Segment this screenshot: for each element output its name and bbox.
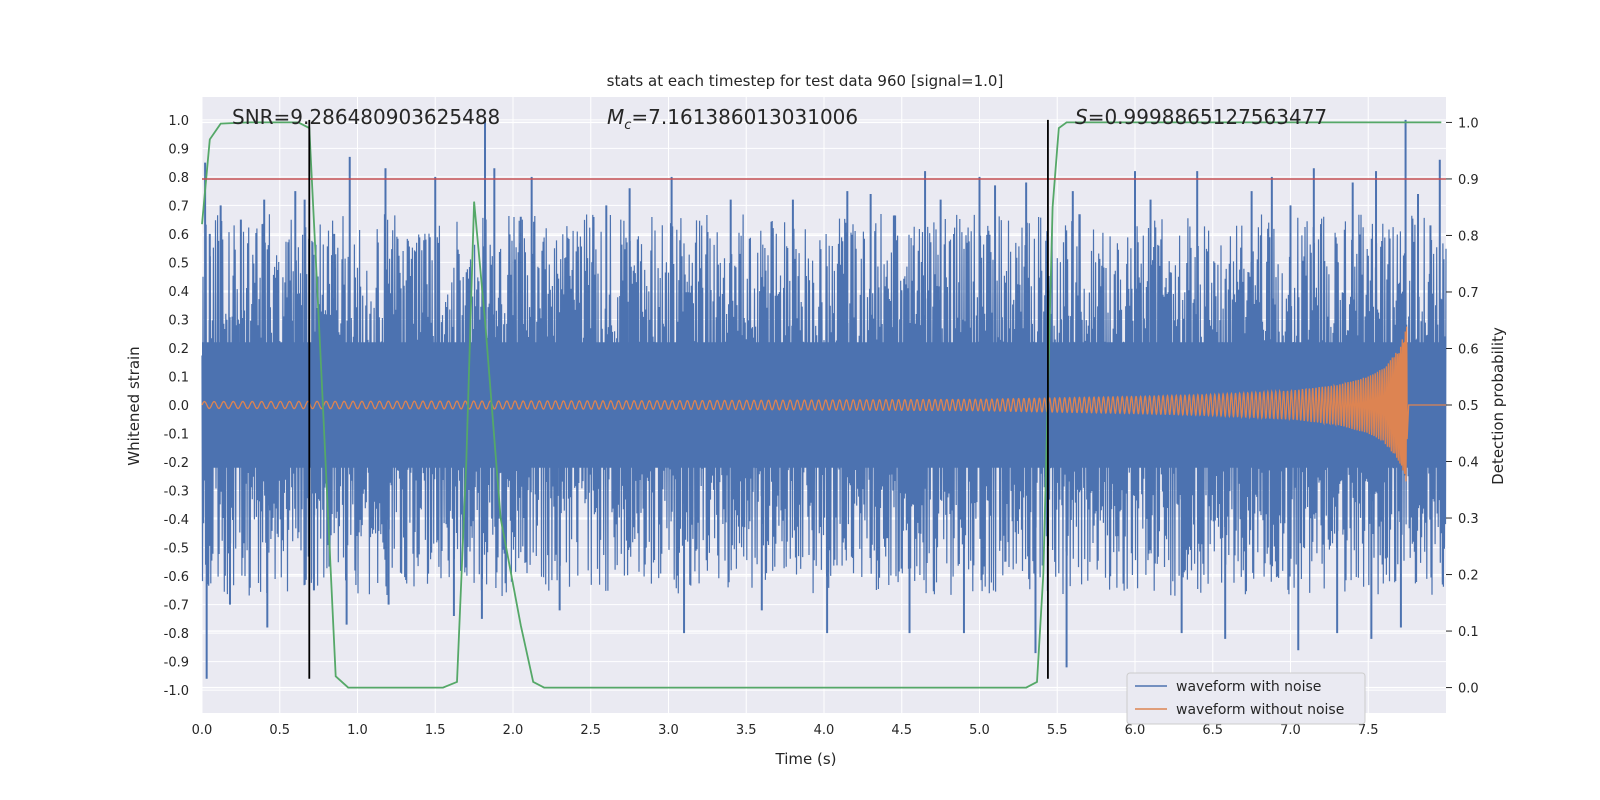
legend-label-clean: waveform without noise — [1176, 702, 1344, 718]
right-axis-tick-label: 0.1 — [1458, 625, 1479, 640]
right-axis-tick-label: 0.2 — [1458, 569, 1479, 584]
legend: waveform with noise waveform without noi… — [1126, 672, 1366, 725]
x-tick-label: 7.5 — [1358, 723, 1379, 738]
x-tick-label: 6.5 — [1202, 723, 1223, 738]
y-tick-label: 0.3 — [168, 313, 189, 328]
y-tick-label: -0.2 — [164, 456, 189, 471]
score-symbol: S — [1075, 105, 1088, 129]
y-tick-label: 0.7 — [168, 199, 189, 214]
right-axis-tick-label: 0.9 — [1458, 173, 1479, 188]
y-tick-label: 0.8 — [168, 171, 189, 186]
chart-title: stats at each timestep for test data 960… — [607, 72, 1004, 90]
x-tick-label: 6.0 — [1125, 723, 1146, 738]
x-tick-label: 7.0 — [1280, 723, 1301, 738]
y-tick-label: 0.0 — [168, 399, 189, 414]
right-axis-tick-label: 0.8 — [1458, 229, 1479, 244]
y-tick-label: -0.7 — [164, 599, 189, 614]
snr-annotation: SNR=9.286480903625488 — [232, 105, 500, 129]
x-tick-label: 5.5 — [1047, 723, 1068, 738]
y-tick-label: 1.0 — [168, 114, 189, 129]
x-axis-ticks: 0.0 0.5 1.0 1.5 2.0 2.5 3.0 3.5 4.0 4.5 5.0 5.5 6.0 6… — [192, 723, 1379, 738]
right-axis-tick-label: 0.3 — [1458, 512, 1479, 527]
y-tick-label: 0.6 — [168, 228, 189, 243]
y-tick-label: -0.4 — [164, 513, 189, 528]
y-tick-label: 0.2 — [168, 342, 189, 357]
y-axis-left-ticks: 1.0 0.9 0.8 0.7 0.6 0.5 0.4 0.3 0.2 0.1 0.0 -0.1 -0.… — [164, 114, 189, 699]
y-tick-label: -0.9 — [164, 656, 189, 671]
x-tick-label: 4.0 — [814, 723, 835, 738]
x-axis-label: Time (s) — [775, 750, 837, 768]
y-tick-label: 0.9 — [168, 142, 189, 157]
probability-trace — [201, 121, 1442, 689]
y-axis-right-ticks: 1.0 0.9 0.8 0.7 0.6 0.5 0.4 0.3 0.2 0.1 0.0 — [1446, 116, 1479, 697]
y-tick-label: -0.6 — [164, 570, 189, 585]
x-tick-label: 2.0 — [503, 723, 524, 738]
right-axis-tick-label: 0.6 — [1458, 342, 1479, 357]
x-tick-label: 1.0 — [347, 723, 368, 738]
chirp-mass-value: =7.161386013031006 — [631, 105, 858, 129]
chirp-trace — [201, 326, 1446, 482]
score-annotation: S=0.9998865127563477 — [1075, 105, 1327, 129]
y-tick-label: -0.5 — [164, 542, 189, 557]
noise-trace — [201, 213, 1447, 597]
legend-label-noise: waveform with noise — [1176, 679, 1321, 695]
waveform-without-noise — [201, 326, 1446, 482]
right-axis-tick-label: 0.5 — [1458, 399, 1479, 414]
x-tick-label: 0.5 — [269, 723, 290, 738]
x-tick-label: 0.0 — [192, 723, 213, 738]
right-axis-tick-label: 0.7 — [1458, 286, 1479, 301]
chirp-mass-symbol: M — [607, 105, 624, 129]
legend-frame — [1126, 672, 1366, 725]
y-tick-label: 0.1 — [168, 370, 189, 385]
chirp-mass-subscript: c — [624, 118, 631, 133]
y-axis-label-left: Whitened strain — [125, 346, 143, 465]
y-tick-label: 0.5 — [168, 256, 189, 271]
y-tick-label: -0.3 — [164, 485, 189, 500]
right-axis-tick-label: 0.4 — [1458, 456, 1479, 471]
score-value: =0.9998865127563477 — [1088, 105, 1327, 129]
y-tick-label: 0.4 — [168, 285, 189, 300]
y-axis-label-right: Detection probability — [1489, 327, 1507, 485]
x-tick-label: 4.5 — [891, 723, 912, 738]
x-tick-label: 1.5 — [425, 723, 446, 738]
y-tick-label: -0.1 — [164, 428, 189, 443]
x-tick-label: 5.0 — [969, 723, 990, 738]
x-tick-label: 2.5 — [580, 723, 601, 738]
detection-probability-line — [201, 121, 1442, 689]
chirp-mass-annotation: Mc=7.161386013031006 — [607, 105, 858, 133]
right-axis-tick-label: 1.0 — [1458, 116, 1479, 131]
right-axis-tick-label: 0.0 — [1458, 682, 1479, 697]
x-tick-label: 3.5 — [736, 723, 757, 738]
y-tick-label: -0.8 — [164, 627, 189, 642]
markers — [202, 119, 1446, 679]
y-tick-label: -1.0 — [164, 684, 189, 699]
x-tick-label: 3.0 — [658, 723, 679, 738]
